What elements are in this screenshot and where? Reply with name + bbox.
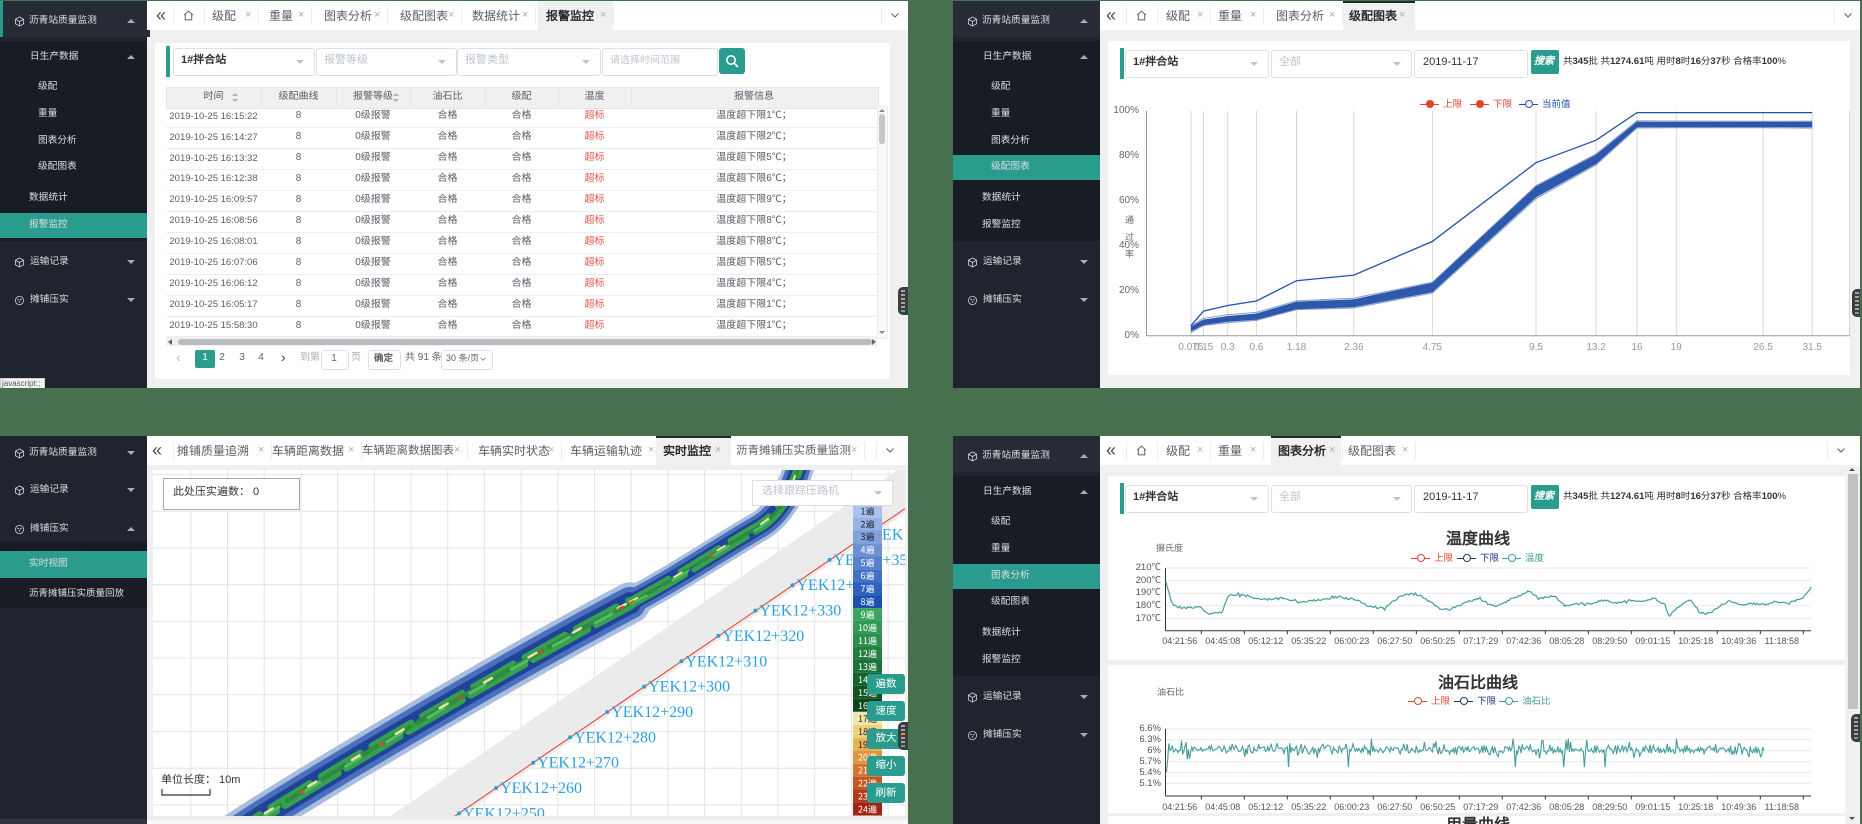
svg-text:YEK12+320: YEK12+320 <box>722 628 804 645</box>
svg-text:YEK12+290: YEK12+290 <box>611 704 693 721</box>
svg-text:YEK12+310: YEK12+310 <box>685 653 767 670</box>
svg-text:11遍: 11遍 <box>858 634 877 647</box>
svg-text:10遍: 10遍 <box>858 621 877 634</box>
svg-text:5遍: 5遍 <box>861 556 875 569</box>
svg-text:YEK12+260: YEK12+260 <box>500 780 582 797</box>
svg-text:12遍: 12遍 <box>858 647 877 660</box>
svg-text:6遍: 6遍 <box>861 569 875 582</box>
svg-text:YEK12+250: YEK12+250 <box>463 805 545 816</box>
svg-text:24遍: 24遍 <box>858 803 877 816</box>
svg-text:2遍: 2遍 <box>861 517 875 530</box>
svg-text:3遍: 3遍 <box>861 530 875 543</box>
svg-text:YEK12+330: YEK12+330 <box>759 603 841 620</box>
svg-text:1遍: 1遍 <box>861 504 875 517</box>
svg-text:YEK12+300: YEK12+300 <box>648 679 730 696</box>
svg-text:9遍: 9遍 <box>861 608 875 621</box>
svg-text:4遍: 4遍 <box>861 543 875 556</box>
svg-text:13遍: 13遍 <box>858 660 877 673</box>
svg-text:YEK12+280: YEK12+280 <box>574 729 656 746</box>
svg-text:7遍: 7遍 <box>861 582 875 595</box>
svg-text:8遍: 8遍 <box>861 595 875 608</box>
svg-text:YEK12+270: YEK12+270 <box>537 755 619 772</box>
